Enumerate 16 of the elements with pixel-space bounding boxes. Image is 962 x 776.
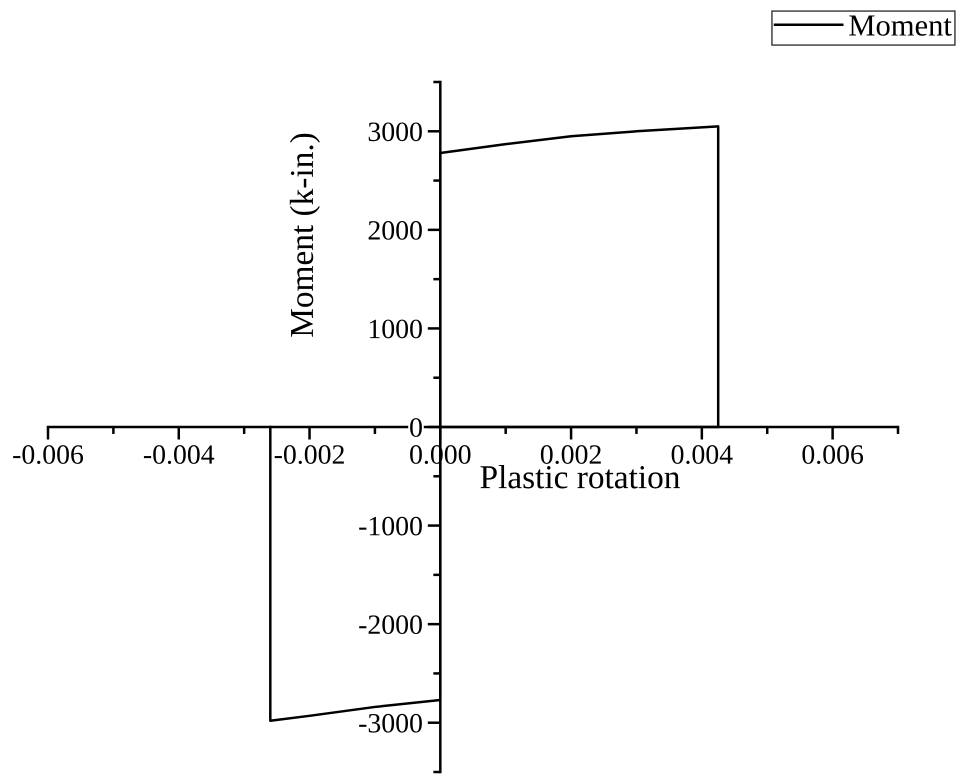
x-tick-label: 0.004 [672, 445, 733, 464]
x-tick-label: 0.006 [802, 445, 864, 464]
x-axis-title: Plastic rotation [480, 465, 680, 488]
x-tick-label: -0.006 [13, 445, 84, 464]
x-tick-label: -0.002 [274, 445, 344, 464]
y-tick-label: 2000 [368, 221, 422, 240]
x-tick-label: 0.002 [540, 445, 601, 464]
y-tick-label: -1000 [359, 516, 422, 536]
y-tick-label: 3000 [368, 122, 422, 142]
y-tick-label: -3000 [359, 714, 422, 733]
y-tick-label: -2000 [359, 615, 422, 634]
x-tick-label: -0.004 [144, 445, 214, 464]
y-tick-label: 1000 [370, 320, 422, 338]
legend-label: Moment [849, 15, 952, 36]
y-tick-label: 0 [410, 418, 422, 437]
y-axis-title: Moment (k-in.) [290, 134, 320, 337]
